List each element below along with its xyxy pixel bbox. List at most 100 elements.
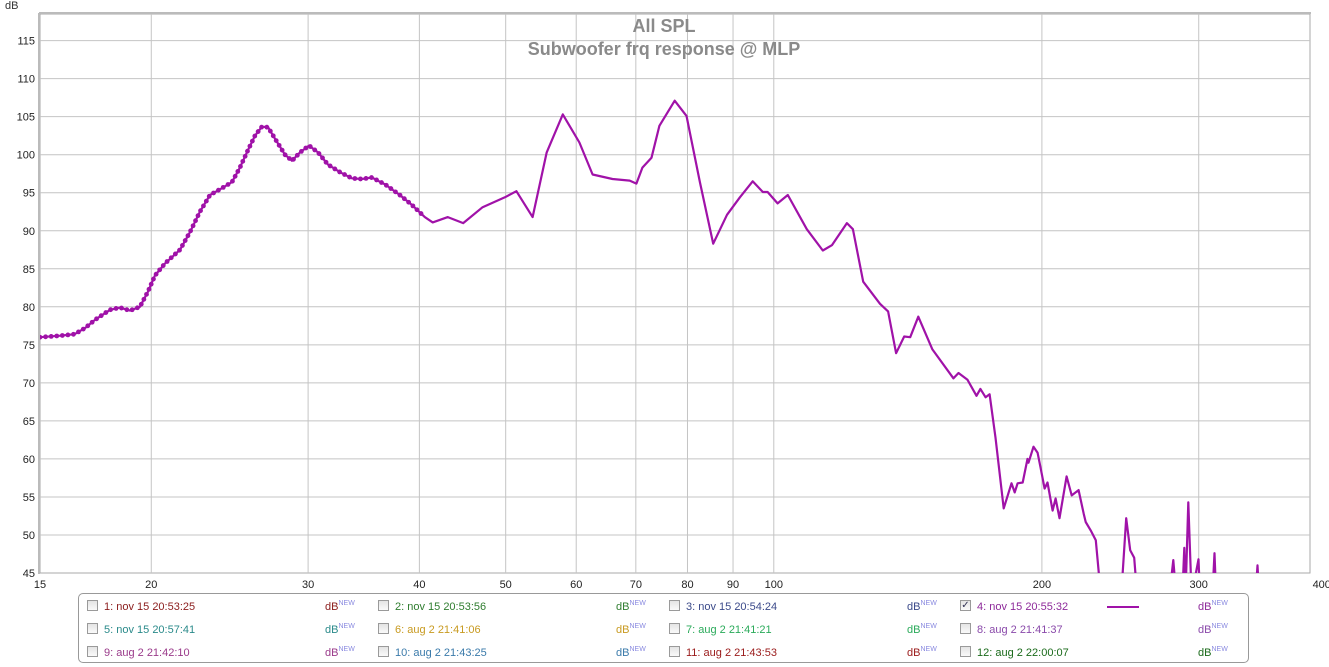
- legend-unit: dB: [616, 624, 630, 636]
- data-point-marker: [418, 211, 424, 216]
- data-point-marker: [298, 148, 304, 154]
- data-point-marker: [242, 153, 248, 159]
- data-point-marker: [312, 147, 318, 153]
- legend-label[interactable]: 11: aug 2 21:43:53: [686, 647, 777, 659]
- data-point-marker: [279, 147, 285, 153]
- data-point-marker: [323, 159, 329, 165]
- legend-checkbox[interactable]: [960, 646, 971, 657]
- legend-new-badge: NEW: [1211, 600, 1228, 607]
- data-point-marker: [245, 148, 250, 154]
- data-point-marker: [146, 286, 152, 292]
- y-axis-label: dB: [5, 0, 18, 12]
- data-point-marker: [201, 203, 206, 209]
- data-point-marker: [249, 138, 255, 144]
- legend-unit-new[interactable]: dBNEW: [907, 646, 937, 659]
- legend-label[interactable]: 4: nov 15 20:55:32: [977, 601, 1069, 613]
- legend-checkbox[interactable]: [378, 623, 389, 634]
- legend-checkbox[interactable]: [87, 600, 98, 611]
- legend-label[interactable]: 12: aug 2 22:00:07: [977, 647, 1069, 659]
- data-point-marker: [225, 182, 231, 187]
- legend-checkbox[interactable]: ✓: [960, 600, 971, 611]
- data-point-marker: [144, 291, 149, 297]
- legend-new-badge: NEW: [629, 600, 646, 607]
- legend-unit: dB: [907, 624, 921, 636]
- legend-label[interactable]: 8: aug 2 21:41:37: [977, 624, 1063, 636]
- legend-checkbox[interactable]: [669, 600, 680, 611]
- y-tick-label: 80: [23, 302, 35, 314]
- legend-new-badge: NEW: [338, 646, 355, 653]
- legend-unit-new[interactable]: dBNEW: [616, 646, 646, 659]
- legend-unit-new[interactable]: dBNEW: [1198, 646, 1228, 659]
- legend-unit-new[interactable]: dBNEW: [325, 600, 355, 613]
- legend-unit-new[interactable]: dBNEW: [1198, 600, 1228, 613]
- data-point-marker: [342, 172, 347, 177]
- data-point-marker: [134, 305, 140, 311]
- data-point-marker: [264, 124, 270, 130]
- data-point-marker: [230, 178, 235, 184]
- data-point-marker: [220, 184, 226, 190]
- data-point-marker: [211, 190, 216, 196]
- data-point-marker: [94, 316, 99, 322]
- legend-checkbox[interactable]: [378, 646, 389, 657]
- data-point-marker: [124, 307, 130, 313]
- y-tick-label: 75: [23, 340, 35, 352]
- grid: [40, 14, 1310, 573]
- legend-checkbox[interactable]: [378, 600, 389, 611]
- data-point-marker: [40, 334, 43, 340]
- data-point-marker: [276, 142, 282, 148]
- legend-unit: dB: [616, 647, 630, 659]
- legend-entry: 11: aug 2 21:43:53: [669, 644, 969, 662]
- legend-label[interactable]: 1: nov 15 20:53:25: [104, 601, 196, 613]
- legend-checkbox[interactable]: [669, 623, 680, 634]
- y-tick-label: 105: [17, 112, 35, 124]
- data-point-marker: [332, 166, 338, 172]
- data-point-marker: [347, 174, 352, 180]
- data-point-marker: [291, 156, 296, 162]
- data-point-marker: [168, 255, 174, 261]
- legend-label[interactable]: 7: aug 2 21:41:21: [686, 624, 772, 636]
- data-point-marker: [182, 238, 188, 243]
- legend-unit: dB: [1198, 647, 1212, 659]
- legend-new-badge: NEW: [920, 600, 937, 607]
- legend-unit-new[interactable]: dBNEW: [325, 623, 355, 636]
- x-tick-label: 400 Hz: [1313, 579, 1329, 591]
- data-point-marker: [71, 331, 76, 337]
- legend-checkbox[interactable]: [669, 646, 680, 657]
- legend-new-badge: NEW: [920, 646, 937, 653]
- y-tick-label: 70: [23, 378, 35, 390]
- legend-label[interactable]: 3: nov 15 20:54:24: [686, 601, 778, 613]
- legend-label[interactable]: 10: aug 2 21:43:25: [395, 647, 487, 659]
- legend-unit-new[interactable]: dBNEW: [1198, 623, 1228, 636]
- legend-unit-new[interactable]: dBNEW: [907, 600, 937, 613]
- legend-unit-new[interactable]: dBNEW: [616, 623, 646, 636]
- legend-entry: 7: aug 2 21:41:21: [669, 621, 969, 639]
- data-point-marker: [252, 133, 258, 139]
- legend-label[interactable]: 6: aug 2 21:41:06: [395, 624, 481, 636]
- legend-unit-new[interactable]: dBNEW: [325, 646, 355, 659]
- legend-checkbox[interactable]: [960, 623, 971, 634]
- x-tick-label: 100: [765, 579, 783, 591]
- data-point-marker: [188, 228, 194, 234]
- legend-label[interactable]: 9: aug 2 21:42:10: [104, 647, 190, 659]
- tick-labels: 45 50 55 60 65 70 75 80 85 90 95 100 105 110 115 15 20 30…: [17, 36, 1329, 591]
- legend-label[interactable]: 2: nov 15 20:53:56: [395, 601, 487, 613]
- x-tick-label: 30: [302, 579, 314, 591]
- legend-label[interactable]: 5: nov 15 20:57:41: [104, 624, 196, 636]
- data-point-marker: [316, 151, 322, 156]
- legend-unit-new[interactable]: dBNEW: [907, 623, 937, 636]
- data-point-marker: [374, 177, 379, 183]
- legend-new-badge: NEW: [629, 623, 646, 630]
- data-point-marker: [198, 208, 203, 214]
- data-point-marker: [160, 263, 166, 268]
- legend-checkbox[interactable]: [87, 646, 98, 657]
- data-point-marker: [119, 305, 124, 311]
- x-tick-label: 80: [681, 579, 693, 591]
- legend-unit-new[interactable]: dBNEW: [616, 600, 646, 613]
- data-point-marker: [303, 145, 309, 151]
- data-point-marker: [153, 271, 159, 277]
- data-point-marker: [388, 186, 394, 191]
- legend-unit: dB: [1198, 601, 1212, 613]
- legend-checkbox[interactable]: [87, 623, 98, 634]
- y-tick-label: 45: [23, 568, 35, 580]
- data-point-marker: [193, 218, 198, 224]
